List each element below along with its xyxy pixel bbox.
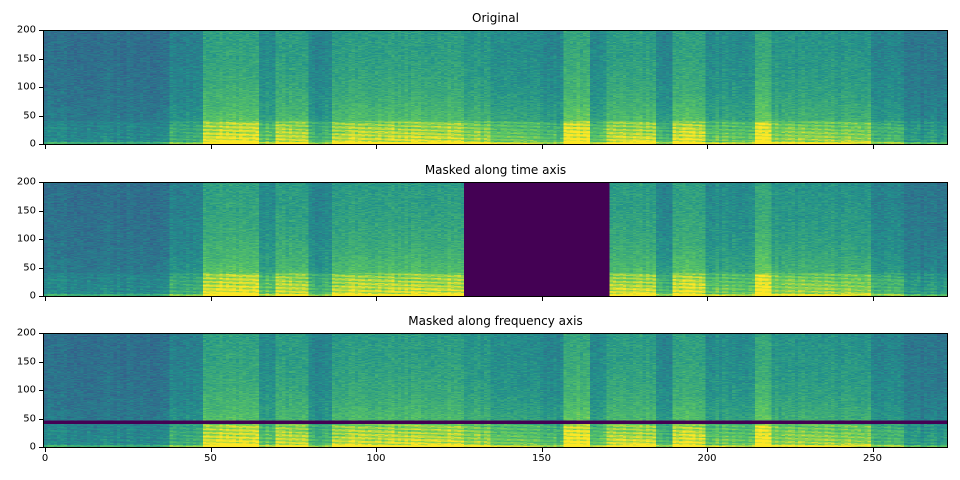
x-tick xyxy=(541,145,543,149)
y-tick xyxy=(39,333,43,334)
x-tick-label: 0 xyxy=(41,453,49,464)
y-tick-label: 100 xyxy=(16,233,36,245)
x-tick xyxy=(707,448,708,452)
y-tick xyxy=(39,296,43,297)
x-tick xyxy=(541,297,543,301)
x-tick-label: 250 xyxy=(862,453,883,464)
y-tick-label: 100 xyxy=(16,81,36,93)
x-tick xyxy=(541,448,543,452)
y-tick-label: 100 xyxy=(16,384,36,396)
y-tick xyxy=(39,115,43,117)
x-tick xyxy=(210,145,212,149)
y-tick xyxy=(39,144,43,145)
spectrogram-axes xyxy=(43,333,948,448)
x-tick xyxy=(210,448,212,452)
x-tick-label: 200 xyxy=(697,453,717,464)
y-tick-label: 0 xyxy=(29,290,36,302)
y-tick-label: 200 xyxy=(16,24,36,36)
chart-title: Masked along time axis xyxy=(424,163,567,177)
y-tick xyxy=(39,87,43,88)
x-tick xyxy=(45,297,46,301)
y-tick-label: 50 xyxy=(23,413,36,424)
x-tick xyxy=(707,145,708,149)
y-tick xyxy=(39,239,43,240)
spectrogram-heatmap xyxy=(44,31,947,144)
y-tick-label: 200 xyxy=(16,176,36,188)
y-tick-label: 150 xyxy=(16,53,36,64)
y-tick xyxy=(39,182,43,183)
y-tick xyxy=(39,58,43,60)
x-tick xyxy=(872,297,874,301)
y-tick-label: 0 xyxy=(29,138,36,150)
y-tick xyxy=(39,390,43,391)
x-tick xyxy=(376,145,377,149)
y-tick-label: 200 xyxy=(16,327,36,339)
y-tick xyxy=(39,210,43,212)
y-tick-label: 150 xyxy=(16,205,36,216)
x-tick xyxy=(45,145,46,149)
y-tick xyxy=(39,361,43,363)
x-tick xyxy=(45,448,46,452)
y-tick xyxy=(39,418,43,420)
x-tick xyxy=(376,297,377,301)
y-tick xyxy=(39,447,43,448)
y-tick-label: 0 xyxy=(29,441,36,453)
spectrogram-heatmap xyxy=(44,334,947,447)
x-tick xyxy=(872,448,874,452)
chart-title: Masked along frequency axis xyxy=(408,314,583,328)
spectrogram-axes xyxy=(43,182,948,297)
y-tick-label: 50 xyxy=(23,110,36,121)
y-tick-label: 150 xyxy=(16,356,36,367)
x-tick-label: 50 xyxy=(204,453,217,464)
y-tick xyxy=(39,30,43,31)
y-tick-label: 50 xyxy=(23,262,36,273)
y-tick xyxy=(39,267,43,269)
spectrogram-heatmap xyxy=(44,183,947,296)
x-tick xyxy=(872,145,874,149)
spectrogram-axes xyxy=(43,30,948,145)
x-tick xyxy=(210,297,212,301)
x-tick xyxy=(376,448,377,452)
x-tick-label: 100 xyxy=(366,453,386,464)
chart-title: Original xyxy=(472,11,519,25)
x-tick-label: 150 xyxy=(531,453,552,464)
x-tick xyxy=(707,297,708,301)
